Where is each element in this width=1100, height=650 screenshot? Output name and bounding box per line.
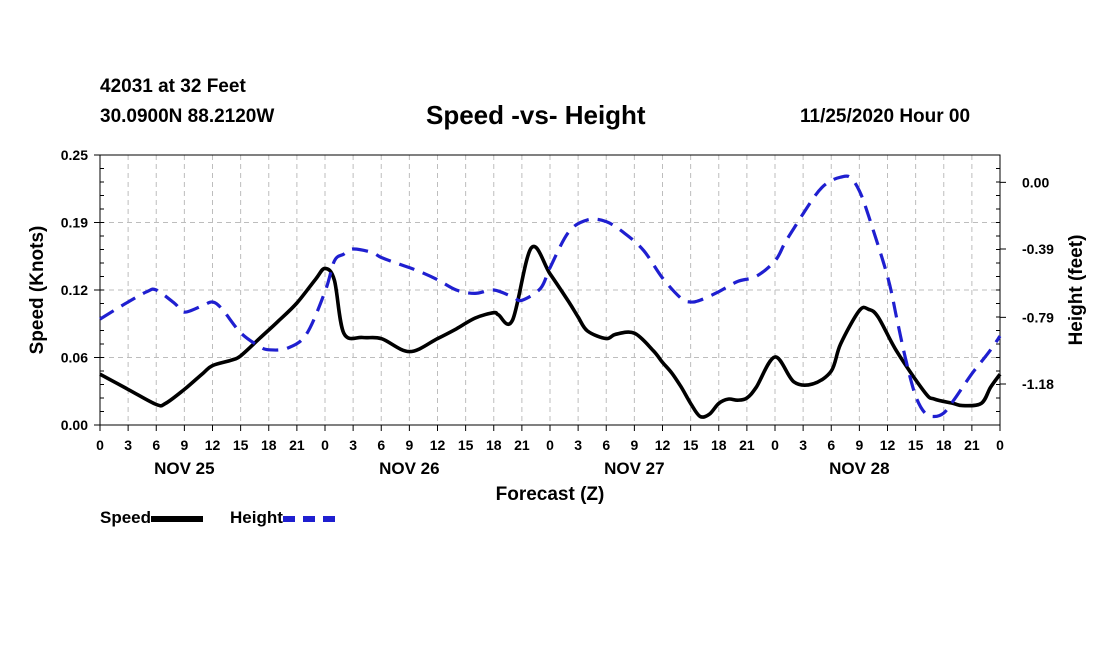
y-tick-label: 0.19 <box>61 215 88 231</box>
x-axis-label: Forecast (Z) <box>496 484 605 505</box>
x-tick-label: 12 <box>430 437 446 453</box>
y2-tick-label: -1.18 <box>1022 376 1054 392</box>
series-layer <box>99 174 1002 419</box>
x-tick-label: 12 <box>880 437 896 453</box>
chart-title: Speed -vs- Height <box>426 100 646 130</box>
x-tick-label: 15 <box>458 437 474 453</box>
x-tick-label: 3 <box>124 437 132 453</box>
y-tick-label: 0.12 <box>61 282 88 298</box>
y-tick-label: 0.00 <box>61 417 88 433</box>
grid-layer <box>100 155 1000 425</box>
x-tick-label: 9 <box>180 437 188 453</box>
x-tick-label: 18 <box>486 437 502 453</box>
x-tick-label: 18 <box>936 437 952 453</box>
x-tick-label: 9 <box>405 437 413 453</box>
x-tick-label: 12 <box>655 437 671 453</box>
x-tick-label: 6 <box>827 437 835 453</box>
x-tick-label: 0 <box>546 437 554 453</box>
x-tick-label: 15 <box>683 437 699 453</box>
x-tick-label: 9 <box>855 437 863 453</box>
y-tick-label: 0.25 <box>61 147 88 163</box>
station-label: 42031 at 32 Feet <box>100 76 246 97</box>
x-tick-label: 3 <box>799 437 807 453</box>
y-axis-label: Speed (Knots) <box>27 226 48 355</box>
y2-tick-label: -0.39 <box>1022 241 1054 257</box>
x-tick-label: 18 <box>261 437 277 453</box>
x-tick-label: 0 <box>96 437 104 453</box>
legend-speed-label: Speed <box>100 508 152 527</box>
x-tick-label: 15 <box>908 437 924 453</box>
y2-tick-label: -0.79 <box>1022 309 1054 325</box>
x-tick-label: 21 <box>739 437 755 453</box>
x-tick-label: 6 <box>152 437 160 453</box>
x-tick-label: 15 <box>233 437 249 453</box>
x-tick-label: 0 <box>996 437 1004 453</box>
x-tick-label: 6 <box>602 437 610 453</box>
y2-tick-label: 0.00 <box>1022 174 1049 190</box>
x-tick-label: 0 <box>321 437 329 453</box>
x-tick-label: 18 <box>711 437 727 453</box>
coordinates-label: 30.0900N 88.2120W <box>100 106 275 127</box>
day-label: NOV 27 <box>604 459 664 478</box>
ticks-layer: 0 3 6 9 12 15 18 21 0 3 6 9 12 15 18 21 0 3 6 9 12 15 18 21 0 3 6 9… <box>61 147 1054 478</box>
y-tick-label: 0.06 <box>61 350 88 366</box>
legend-speed: Speed <box>100 508 204 528</box>
day-label: NOV 25 <box>154 459 214 478</box>
x-tick-label: 3 <box>574 437 582 453</box>
x-tick-label: 12 <box>205 437 221 453</box>
y2-axis-label: Height (feet) <box>1066 235 1087 346</box>
day-label: NOV 26 <box>379 459 439 478</box>
x-tick-label: 9 <box>630 437 638 453</box>
x-tick-label: 21 <box>964 437 980 453</box>
x-tick-label: 21 <box>514 437 530 453</box>
x-tick-label: 0 <box>771 437 779 453</box>
legend-height: Height <box>230 508 335 528</box>
height-series-line <box>99 174 1002 419</box>
forecast-datetime: 11/25/2020 Hour 00 <box>800 106 971 127</box>
x-tick-label: 21 <box>289 437 305 453</box>
x-tick-label: 3 <box>349 437 357 453</box>
legend-speed-swatch <box>151 515 204 522</box>
day-label: NOV 28 <box>829 459 889 478</box>
x-tick-label: 6 <box>377 437 385 453</box>
speed-series-line <box>99 244 1002 419</box>
legend-height-swatch <box>282 515 335 522</box>
legend-height-label: Height <box>230 508 283 527</box>
